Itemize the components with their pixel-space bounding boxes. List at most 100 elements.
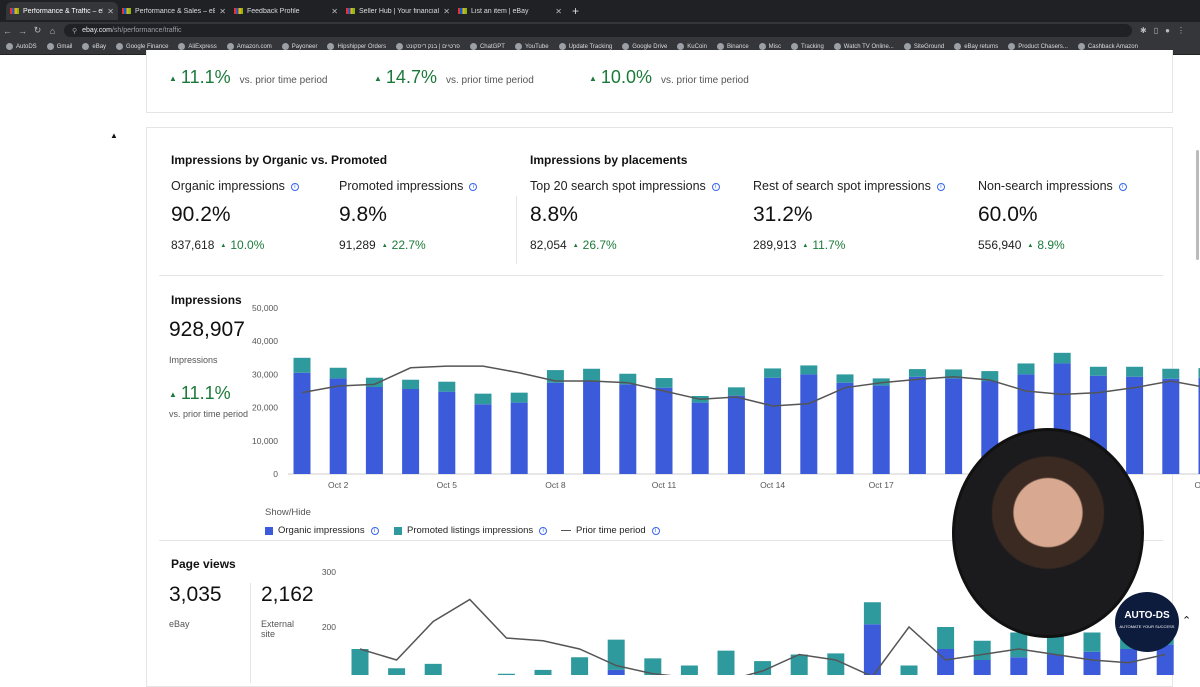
close-icon[interactable]: ✕ (107, 7, 114, 16)
close-icon[interactable]: ✕ (443, 7, 450, 16)
bookmark-item[interactable]: AliExpress (178, 43, 216, 50)
scroll-up-icon[interactable]: ⌃ (1182, 614, 1191, 627)
close-icon[interactable]: ✕ (331, 7, 338, 16)
x-tick-label: Oct 2 (328, 480, 349, 490)
info-icon[interactable]: i (539, 527, 547, 535)
close-icon[interactable]: ✕ (219, 7, 226, 16)
y-tick-label: 10,000 (252, 436, 278, 446)
y-tick-label: 40,000 (252, 336, 278, 346)
tab-seller-hub[interactable]: Seller Hub | Your financial sum✕ (342, 2, 454, 20)
bookmark-item[interactable]: Google Finance (116, 43, 168, 50)
organic-bar (945, 378, 962, 474)
bookmark-icon (1078, 43, 1085, 50)
info-icon[interactable]: i (469, 183, 477, 191)
bookmark-icon (791, 43, 798, 50)
reload-icon[interactable]: ↻ (30, 25, 45, 36)
bookmark-item[interactable]: KuCoin (677, 43, 707, 50)
scrollbar[interactable] (1196, 150, 1199, 260)
bookmark-item[interactable]: eBay returns (954, 43, 998, 50)
bookmark-icon (759, 43, 766, 50)
x-tick-label: Oct 11 (652, 480, 677, 490)
divider (516, 196, 517, 264)
menu-icon[interactable]: ⋮ (1177, 26, 1185, 35)
bookmark-item[interactable]: Update Tracking (559, 43, 613, 50)
bookmark-item[interactable]: Gmail (47, 43, 73, 50)
external-bar (352, 649, 369, 675)
bookmark-item[interactable]: פרטיים | בנק דיסקונט (396, 43, 460, 50)
info-icon[interactable]: i (291, 183, 299, 191)
ebay-favicon (234, 8, 243, 14)
promoted-bar (1090, 367, 1107, 376)
info-icon[interactable]: i (1119, 183, 1127, 191)
bookmark-icon (470, 43, 477, 50)
promoted-bar (800, 365, 817, 374)
ebay-favicon (122, 8, 131, 14)
ebay-bar (1084, 652, 1101, 675)
sidebar-icon[interactable]: ▯ (1154, 26, 1158, 35)
bookmark-item[interactable]: Google Drive (622, 43, 667, 50)
rest-search-pct: 31.2% (753, 203, 813, 227)
bookmark-item[interactable]: Watch TV Online... (834, 43, 894, 50)
bookmark-icon (904, 43, 911, 50)
organic-count: 837,61810.0% (171, 238, 264, 252)
summary-panel: ▲11.1% vs. prior time period ▲14.7% vs. … (146, 50, 1173, 113)
tab-list-item[interactable]: List an item | eBay✕ (454, 2, 566, 20)
back-icon[interactable]: ← (0, 26, 15, 36)
bookmark-item[interactable]: Misc (759, 43, 781, 50)
forward-icon[interactable]: → (15, 26, 30, 36)
organic-bar (475, 404, 492, 474)
organic-bar (366, 387, 383, 474)
bookmark-item[interactable]: Payoneer (282, 43, 318, 50)
close-icon[interactable]: ✕ (555, 7, 562, 16)
address-bar[interactable]: ⚲ebay.com/sh/performance/traffic (64, 24, 1132, 37)
promoted-bar (511, 393, 528, 403)
bookmark-item[interactable]: Tracking (791, 43, 824, 50)
browser-tab-bar: Performance & Traffic – eBay✕ Performanc… (0, 0, 1200, 22)
bookmark-icon (116, 43, 123, 50)
info-icon[interactable]: i (937, 183, 945, 191)
promoted-bar (837, 374, 854, 382)
bookmark-item[interactable]: Cashback Amazon (1078, 43, 1138, 50)
profile-icon[interactable]: ● (1165, 26, 1170, 35)
bookmark-icon (677, 43, 684, 50)
browser-toolbar: ← → ↻ ⌂ ⚲ebay.com/sh/performance/traffic… (0, 22, 1200, 39)
section-divider (159, 275, 1163, 276)
impressions-change-text: vs. prior time period (169, 409, 248, 419)
bookmark-item[interactable]: AutoDS (6, 43, 37, 50)
info-icon[interactable]: i (712, 183, 720, 191)
home-icon[interactable]: ⌂ (45, 26, 60, 36)
impressions-change: ▲11.1% (169, 383, 231, 404)
bookmark-item[interactable]: Hipshipper Orders (327, 43, 386, 50)
organic-bar (909, 377, 926, 474)
impressions-total: 928,907 (169, 318, 245, 342)
ebay-bar (1010, 657, 1027, 675)
bookmark-item[interactable]: Binance (717, 43, 749, 50)
tab-feedback-profile[interactable]: Feedback Profile✕ (230, 2, 342, 20)
summary-change-2: ▲14.7% vs. prior time period (374, 67, 534, 88)
bookmark-item[interactable]: Amazon.com (227, 43, 272, 50)
bookmark-icon (717, 43, 724, 50)
tab-performance-traffic[interactable]: Performance & Traffic – eBay✕ (6, 2, 118, 20)
promoted-bar (330, 368, 347, 379)
bookmark-item[interactable]: ChatGPT (470, 43, 505, 50)
info-icon[interactable]: i (652, 527, 660, 535)
bookmark-item[interactable]: YouTube (515, 43, 549, 50)
organic-bar (294, 373, 311, 474)
bookmark-item[interactable]: Product Chasers... (1008, 43, 1068, 50)
info-icon[interactable]: i (371, 527, 379, 535)
tab-performance-sales[interactable]: Performance & Sales – eBay S✕ (118, 2, 230, 20)
bookmark-item[interactable]: eBay (82, 43, 106, 50)
organic-bar (692, 403, 709, 474)
external-bar (718, 651, 735, 675)
extensions-icon[interactable]: ✱ (1140, 26, 1147, 35)
new-tab-icon[interactable]: + (572, 4, 579, 18)
bookmark-icon (178, 43, 185, 50)
bookmark-item[interactable]: SiteGround (904, 43, 944, 50)
organic-bar (656, 388, 673, 474)
impressions-title: Impressions (171, 293, 242, 307)
